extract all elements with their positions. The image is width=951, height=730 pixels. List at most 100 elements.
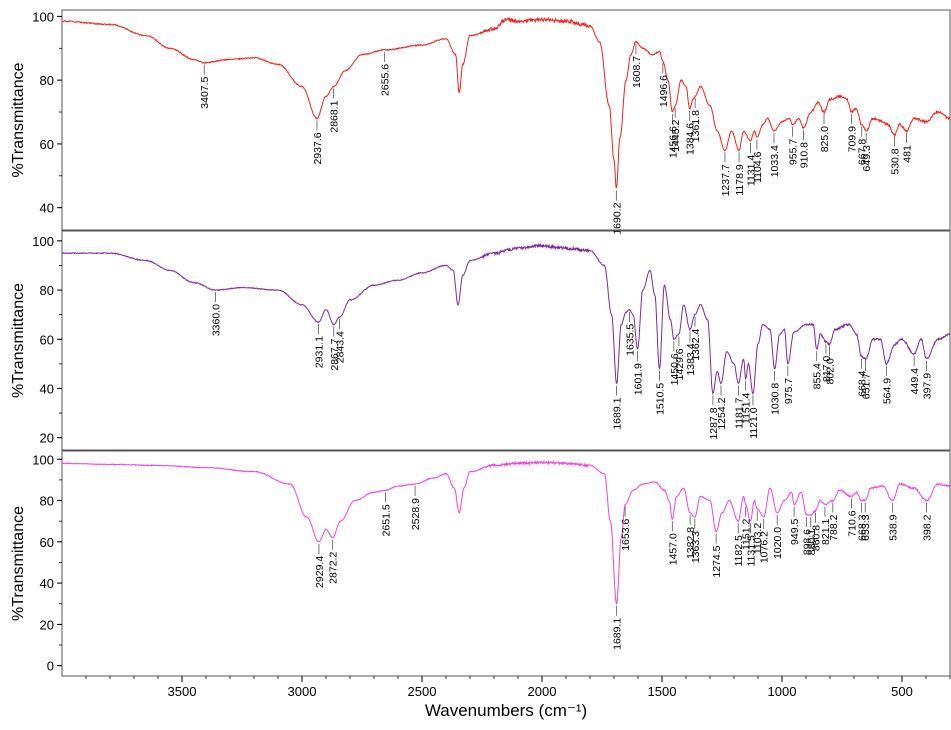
peak-label: 1445.2 — [670, 120, 682, 152]
peak-label: 1382.8 — [685, 527, 697, 559]
peak-label: 855.4 — [812, 363, 824, 389]
peak-label: 1121.0 — [748, 407, 760, 438]
peak-label: 2872.2 — [328, 552, 340, 584]
peak-label: 530.8 — [890, 148, 902, 174]
peak-label: 1020.0 — [772, 527, 784, 559]
peak-label: 2931.1 — [314, 336, 326, 368]
peak-label: 481 — [902, 145, 914, 163]
y-tick-label: 80 — [40, 494, 54, 509]
peak-label: 653.3 — [860, 514, 872, 540]
peak-label: 397.9 — [922, 373, 934, 399]
spectrum-panel-1: 40 60 80 100 %Transmittance 3407.5 2937.6 2868.… — [10, 9, 951, 235]
peak-label: 538.9 — [888, 514, 900, 540]
peak-label: 802.0 — [825, 358, 837, 384]
peak-label: 1182.5 — [733, 535, 745, 566]
peak-label: 1450.6 — [669, 353, 681, 385]
spectrum-panel-3: 0 20 40 60 80 100 %Transmittance 2929.4 2872.2 26… — [10, 450, 951, 677]
x-tick-label: 1000 — [768, 684, 797, 699]
peak-label: 898.6 — [801, 529, 813, 555]
y-tick-label: 20 — [40, 431, 54, 446]
peak-label: 1510.5 — [654, 383, 666, 415]
x-axis-label: Wavenumbers (cm⁻¹) — [425, 701, 587, 720]
y-tick-label: 40 — [40, 381, 54, 396]
peak-label: 1689.1 — [612, 397, 624, 429]
spectrum-panels: 40 60 80 100 %Transmittance 3407.5 2937.6 2868.… — [10, 9, 951, 677]
peak-label: 825.0 — [819, 126, 831, 152]
y-tick-label: 0 — [47, 659, 54, 674]
peak-label: 1151.2 — [741, 519, 753, 550]
peak-label: 910.8 — [798, 142, 810, 168]
peak-label: 1608.7 — [631, 56, 643, 88]
spectrum-line — [61, 16, 951, 189]
spectrum-line — [61, 242, 951, 396]
peak-label: 2929.4 — [314, 556, 326, 588]
x-tick-label: 500 — [891, 684, 913, 699]
peak-label: 880.1 — [806, 529, 818, 555]
peak-label: 2868.1 — [329, 100, 341, 132]
x-tick-label: 2500 — [408, 684, 437, 699]
peak-label: 860.8 — [810, 525, 822, 551]
peak-label: 2937.6 — [312, 132, 324, 164]
peak-label: 1181.7 — [733, 397, 745, 428]
peak-label: 788.2 — [828, 514, 840, 540]
peak-label: 1178.9 — [734, 164, 746, 195]
y-tick-label: 40 — [40, 576, 54, 591]
x-tick-label: 1500 — [648, 684, 677, 699]
peak-label: 1274.5 — [711, 545, 723, 577]
y-tick-label: 100 — [32, 452, 54, 467]
peak-label: 1361.8 — [690, 110, 702, 142]
peak-label: 975.7 — [783, 378, 795, 404]
peak-label: 955.7 — [788, 139, 800, 165]
spectrum-line — [62, 459, 951, 605]
peak-label: 1429.6 — [674, 348, 686, 380]
y-tick-label: 80 — [40, 283, 54, 298]
peak-label: 649.3 — [861, 145, 873, 171]
peak-label: 1104.6 — [752, 151, 764, 182]
peak-label: 1457.0 — [667, 533, 679, 565]
peak-label: 1254.2 — [716, 397, 728, 429]
y-axis-label: %Transmittance — [10, 283, 27, 398]
peak-label: 1287.8 — [708, 407, 720, 439]
plot-frame — [61, 9, 951, 231]
peak-label: 668.4 — [857, 370, 869, 396]
x-tick-label: 3000 — [288, 684, 317, 699]
y-tick-label: 20 — [40, 617, 54, 632]
peak-label: 1496.6 — [658, 75, 670, 107]
peak-label: 564.9 — [881, 378, 893, 404]
peak-label: 2867.7 — [329, 338, 341, 370]
peak-label: 1131.4 — [745, 155, 757, 186]
peak-label: 1689.1 — [612, 618, 624, 650]
y-tick-label: 60 — [40, 332, 54, 347]
x-tick-label: 3500 — [168, 684, 197, 699]
y-tick-label: 100 — [32, 234, 54, 249]
peak-label: 710.6 — [846, 510, 858, 536]
peak-label: 709.9 — [847, 126, 859, 152]
peak-label: 1237.7 — [720, 164, 732, 196]
x-axis: 3500 3000 2500 2000 1500 1000 500 — [85, 676, 951, 699]
peak-label: 1151.4 — [741, 392, 753, 423]
peak-label: 1363.3 — [690, 531, 702, 563]
peak-label: 1384.6 — [685, 123, 697, 155]
spectrum-panel-2: 20 40 60 80 100 %Transmittance 3360.0 2931.1 286… — [10, 230, 951, 451]
plot-frame — [61, 230, 951, 451]
peak-label: 3360.0 — [211, 304, 223, 336]
y-tick-label: 60 — [40, 535, 54, 550]
peak-label: 1456.6 — [667, 126, 679, 158]
y-tick-label: 100 — [32, 9, 54, 24]
peak-label: 1030.8 — [770, 383, 782, 415]
y-tick-label: 40 — [40, 201, 54, 216]
peak-label: 2655.6 — [380, 64, 392, 96]
peak-label: 668.3 — [857, 514, 869, 540]
y-tick-label: 80 — [40, 73, 54, 88]
peak-label: 1362.4 — [690, 329, 702, 361]
peak-label: 1076.2 — [759, 531, 771, 563]
peak-label: 1635.5 — [624, 324, 636, 356]
peak-label: 2651.5 — [381, 504, 393, 536]
peak-label: 2843.4 — [335, 331, 347, 363]
peak-label: 667.8 — [857, 139, 869, 165]
peak-label: 651.7 — [861, 373, 873, 399]
peak-label: 1103.2 — [752, 523, 764, 554]
peak-label: 949.5 — [789, 519, 801, 545]
